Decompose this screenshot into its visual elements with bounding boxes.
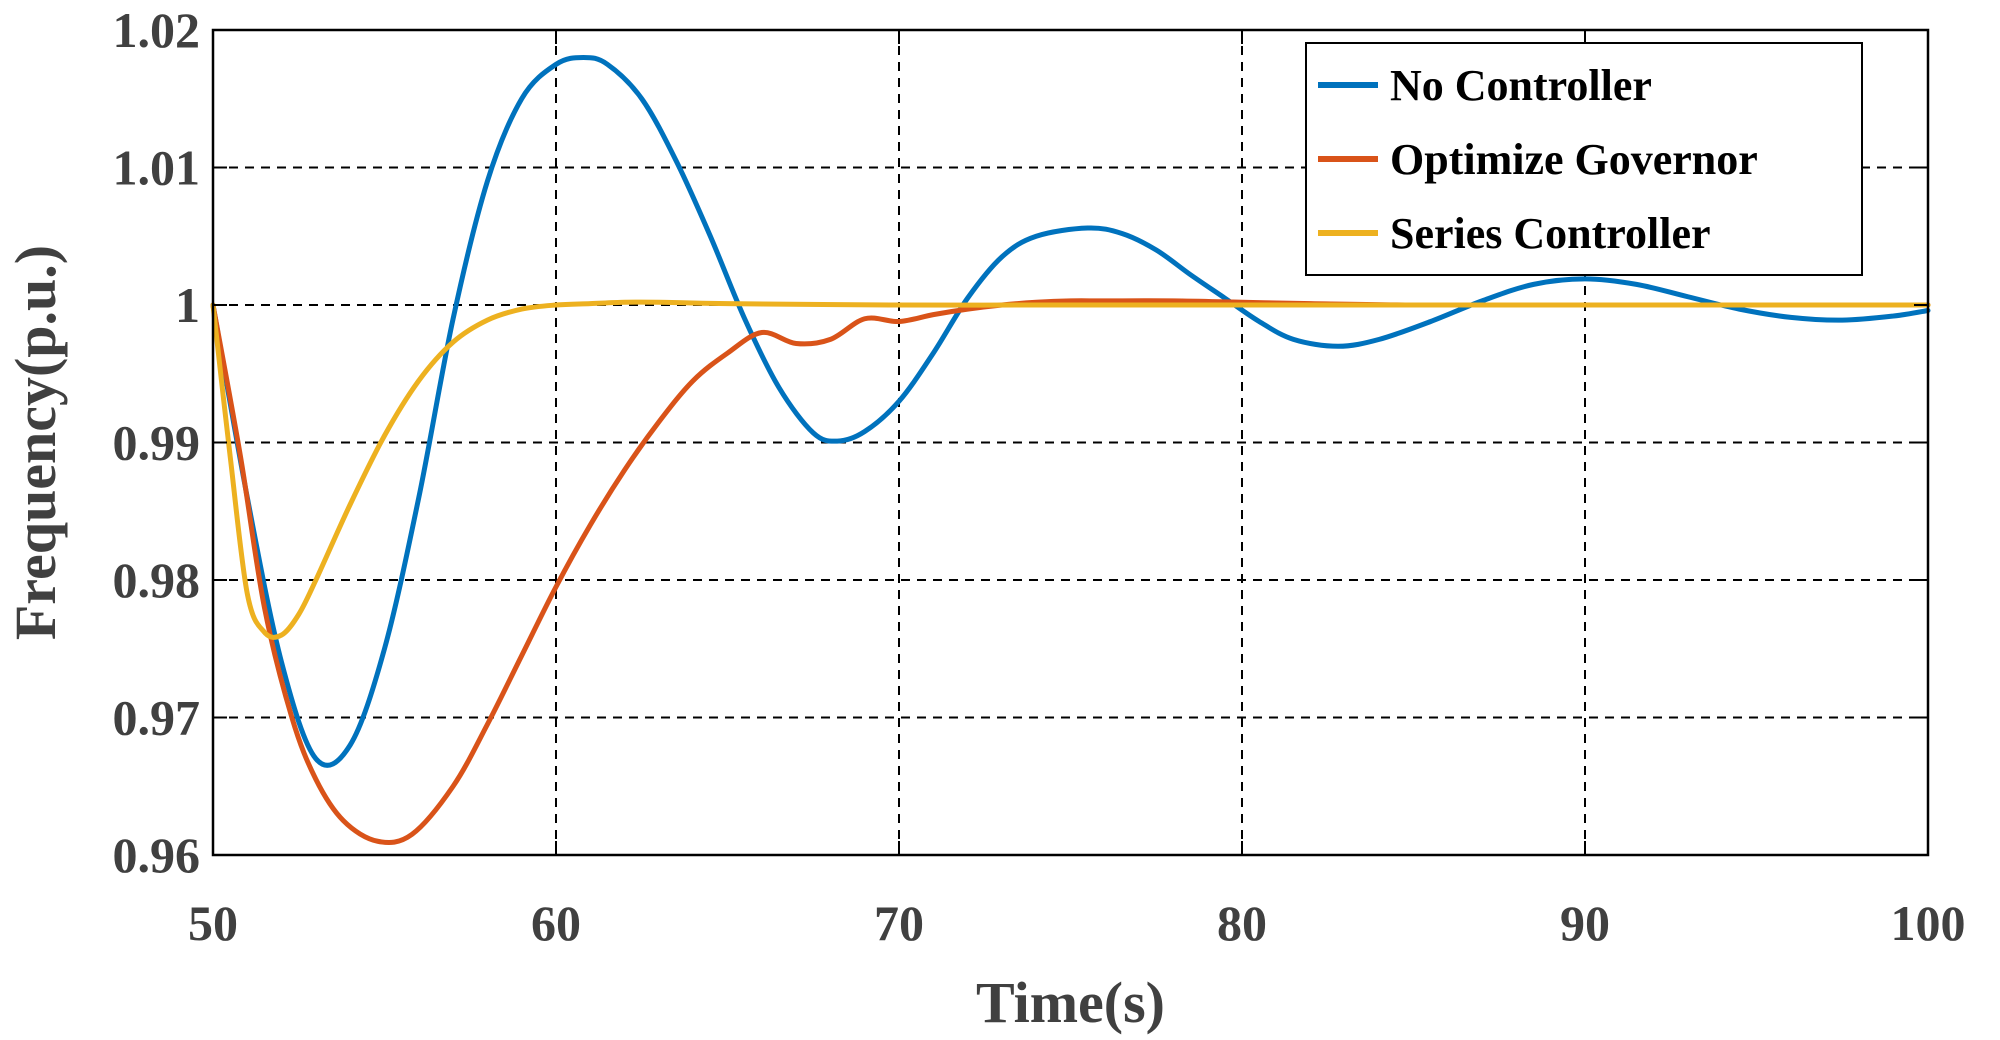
y-tick-label: 0.96 (113, 827, 201, 883)
legend-box (1305, 42, 1863, 276)
y-axis-ticks: 0.96 0.97 0.98 0.99 1 1.01 1.02 (113, 2, 1928, 883)
x-axis-label: Time(s) (976, 970, 1165, 1035)
y-tick-label: 0.98 (113, 552, 201, 608)
x-tick-label: 100 (1891, 895, 1966, 951)
y-tick-label: 1.01 (113, 140, 201, 196)
y-tick-label: 1.02 (113, 2, 201, 58)
x-tick-label: 50 (188, 895, 238, 951)
legend-label-series-controller: Series Controller (1390, 209, 1711, 258)
y-tick-label: 0.97 (113, 690, 201, 746)
y-axis-label: Frequency(p.u.) (3, 245, 68, 640)
series-line-series-controller (210, 299, 1931, 640)
x-tick-label: 90 (1560, 895, 1610, 951)
series-lines (210, 55, 1931, 845)
x-tick-label: 60 (531, 895, 581, 951)
y-tick-label: 0.99 (113, 415, 201, 471)
x-axis-ticks: 50 60 70 80 90 100 (188, 30, 1966, 951)
legend-label-optimize-governor: Optimize Governor (1390, 135, 1758, 184)
y-tick-label: 1 (175, 277, 200, 333)
x-tick-label: 80 (1217, 895, 1267, 951)
x-tick-label: 70 (874, 895, 924, 951)
legend-label-no-controller: No Controller (1390, 61, 1652, 110)
legend: No Controller Optimize Governor Series Con… (1305, 42, 1863, 276)
series-line-no-controller (210, 55, 1931, 768)
